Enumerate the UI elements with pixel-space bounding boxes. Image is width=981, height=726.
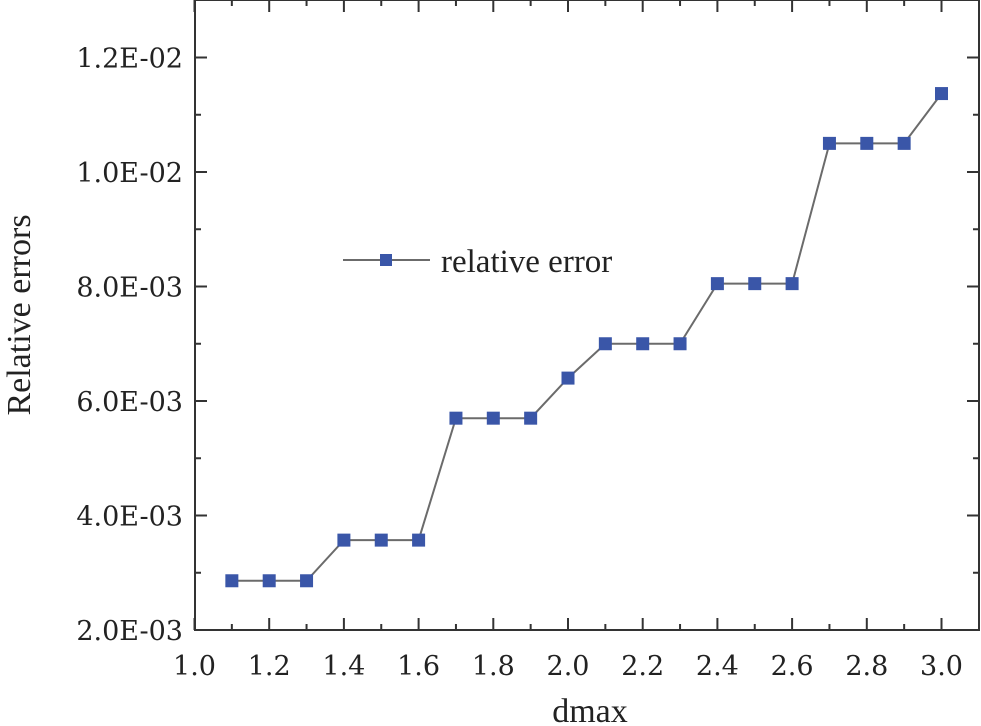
data-point-marker bbox=[598, 337, 612, 351]
x-tick-label: 3.0 bbox=[920, 651, 963, 682]
data-point-marker bbox=[412, 533, 426, 547]
y-axis-tick-labels: 2.0E-03 4.0E-03 6.0E-03 8.0E-03 1.0E-02 1.2E-… bbox=[76, 44, 183, 648]
y-tick-label: 4.0E-03 bbox=[76, 502, 183, 533]
x-tick-label: 2.6 bbox=[771, 651, 814, 682]
data-point-marker bbox=[225, 574, 239, 588]
y-tick-label: 1.0E-02 bbox=[76, 158, 183, 189]
data-point-marker bbox=[748, 277, 762, 291]
data-point-marker bbox=[449, 411, 463, 425]
data-point-marker bbox=[710, 277, 724, 291]
legend-label: relative error bbox=[441, 244, 612, 280]
y-tick-label: 2.0E-03 bbox=[76, 616, 183, 647]
y-tick-label: 1.2E-02 bbox=[76, 44, 183, 75]
data-point-marker bbox=[561, 371, 575, 385]
data-point-marker bbox=[822, 136, 836, 150]
x-tick-label: 2.8 bbox=[845, 651, 888, 682]
data-point-marker bbox=[785, 277, 799, 291]
data-point-marker bbox=[262, 574, 276, 588]
data-point-marker bbox=[300, 574, 314, 588]
x-axis-tick-labels: 1.0 1.2 1.4 1.6 1.8 2.0 2.2 2.4 2.6 2.8 3.0 bbox=[173, 651, 963, 682]
data-point-marker bbox=[935, 87, 948, 101]
x-tick-label: 1.6 bbox=[397, 651, 440, 682]
y-axis-title: Relative errors bbox=[1, 214, 38, 415]
x-tick-label: 2.0 bbox=[547, 651, 590, 682]
data-point-marker bbox=[673, 337, 687, 351]
data-point-marker bbox=[337, 533, 351, 547]
series-line-group bbox=[231, 92, 943, 582]
data-point-marker bbox=[860, 136, 874, 150]
data-point-marker bbox=[524, 411, 538, 425]
x-tick-label: 1.8 bbox=[472, 651, 515, 682]
data-point-marker bbox=[486, 411, 500, 425]
x-tick-label: 2.2 bbox=[621, 651, 664, 682]
x-tick-label: 1.0 bbox=[173, 651, 216, 682]
series-line bbox=[231, 92, 943, 582]
legend-marker-sample bbox=[380, 254, 392, 266]
x-tick-label: 2.4 bbox=[696, 651, 739, 682]
data-point-marker bbox=[636, 337, 650, 351]
x-axis-title: dmax bbox=[552, 693, 628, 726]
data-point-marker bbox=[374, 533, 388, 547]
series-markers-group bbox=[225, 87, 948, 588]
x-tick-label: 1.4 bbox=[322, 651, 365, 682]
y-tick-label: 8.0E-03 bbox=[76, 273, 183, 304]
plot-area-frame bbox=[194, 0, 980, 631]
data-point-marker bbox=[897, 136, 911, 150]
x-axis-ticks bbox=[193, 0, 943, 630]
legend: relative error bbox=[343, 244, 612, 280]
y-axis-ticks bbox=[195, 56, 979, 631]
y-tick-label: 6.0E-03 bbox=[76, 387, 183, 418]
x-tick-label: 1.2 bbox=[248, 651, 291, 682]
